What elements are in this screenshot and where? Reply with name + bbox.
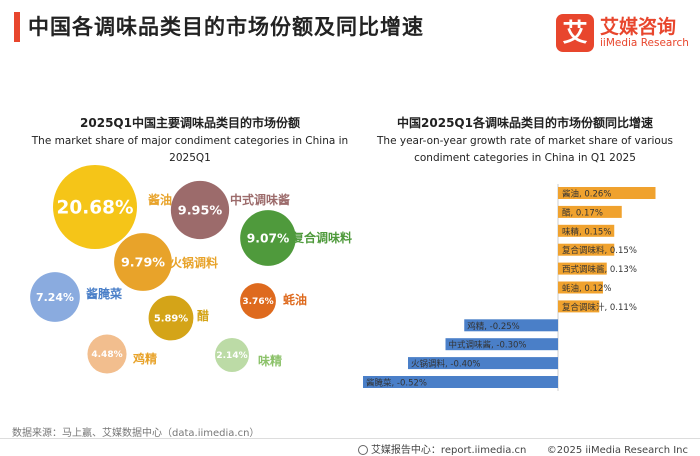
bar-酱油 [558, 187, 656, 199]
bubble-category-label: 鸡精 [132, 351, 157, 366]
bar-value-label: 中式调味酱, -0.30% [449, 340, 527, 351]
bar-value-label: 火锅调料, -0.40% [411, 359, 480, 370]
footer: 艾媒报告中心：report.iimedia.cn ©2025 iiMedia R… [357, 441, 688, 456]
bar-蚝油 [558, 281, 603, 294]
right-chart-title-cn: 中国2025Q1各调味品类目的市场份额同比增速 [397, 116, 653, 130]
bar-西式调味酱 [558, 262, 607, 275]
bubble-value-label: 9.07% [247, 231, 289, 245]
page-title: 中国各调味品类目的市场份额及同比增速 [28, 15, 424, 39]
bubble-value-label: 2.14% [216, 351, 247, 361]
bar-value-label: 复合调味汁, 0.11% [562, 302, 637, 313]
bubble-category-label: 醋 [197, 308, 209, 323]
logo-text-cn: 艾媒咨询 [600, 16, 677, 38]
report-center-icon [357, 445, 368, 455]
brand-logo: 艾 艾媒咨询 iiMedia Research [556, 12, 689, 58]
bubble-category-label: 味精 [258, 353, 282, 368]
left-chart-title-cn: 2025Q1中国主要调味品类目的市场份额 [80, 116, 300, 130]
bubble-value-label: 9.95% [178, 203, 223, 218]
bar-value-label: 蚝油, 0.12% [562, 283, 611, 294]
bubble-value-label: 3.76% [242, 297, 273, 307]
bar-复合调味料 [558, 243, 615, 256]
bar-value-label: 鸡精, -0.25% [467, 321, 519, 332]
logo-mark-icon: 艾 [556, 14, 594, 52]
bar-酱腌菜 [363, 376, 558, 388]
bubble-酱腌菜 [30, 272, 80, 322]
bubble-category-label: 蚝油 [283, 292, 307, 307]
bubble-酱油 [53, 165, 137, 249]
bubble-value-label: 7.24% [36, 291, 74, 304]
bar-中式调味酱 [445, 338, 558, 351]
bubble-category-label: 复合调味料 [291, 230, 352, 245]
bubble-value-label: 4.48% [91, 350, 122, 360]
bubble-中式调味酱 [170, 180, 230, 240]
report-center-link[interactable]: 艾媒报告中心：report.iimedia.cn [370, 445, 527, 456]
bubble-醋 [148, 295, 194, 341]
footer-divider [0, 438, 700, 439]
bubble-value-label: 5.89% [154, 313, 188, 324]
bubble-category-label: 酱腌菜 [86, 286, 122, 301]
bubble-蚝油 [240, 283, 276, 319]
bubble-value-label: 20.68% [57, 197, 134, 218]
data-source: 数据来源：马上赢、艾媒数据中心（data.iimedia.cn） [12, 428, 260, 439]
bar-复合调味汁 [558, 300, 600, 313]
bar-value-label: 味精, 0.15% [562, 226, 611, 237]
bubble-category-label: 酱油 [148, 192, 172, 207]
copyright: ©2025 iiMedia Research Inc [546, 445, 688, 456]
bar-味精 [558, 224, 615, 237]
bubble-复合调味料 [240, 210, 296, 266]
bar-醋 [558, 205, 622, 218]
right-chart-title-en-1: The year-on-year growth rate of market s… [377, 135, 673, 147]
bubble-value-label: 9.79% [121, 254, 165, 269]
bar-value-label: 复合调味料, 0.15% [562, 245, 637, 256]
bar-鸡精 [464, 319, 558, 332]
bar-value-label: 西式调味酱, 0.13% [562, 264, 637, 275]
title-accent-bar [14, 12, 20, 42]
left-chart-title-en: The market share of major condiment cate… [31, 135, 349, 164]
bubble-category-label: 火锅调料 [170, 255, 218, 270]
bubble-味精 [215, 338, 249, 372]
bar-value-label: 酱腌菜, -0.52% [366, 378, 427, 389]
bubble-category-label: 中式调味酱 [230, 192, 290, 207]
bubble-火锅调料 [114, 233, 172, 291]
bar-火锅调料 [408, 357, 558, 370]
logo-text-en: iiMedia Research [600, 37, 689, 49]
right-chart-title-en-2: condiment categories in China in Q1 2025 [414, 152, 636, 164]
bubble-鸡精 [87, 334, 127, 374]
bar-value-label: 醋, 0.17% [562, 207, 603, 218]
bar-value-label: 酱油, 0.26% [562, 189, 611, 200]
